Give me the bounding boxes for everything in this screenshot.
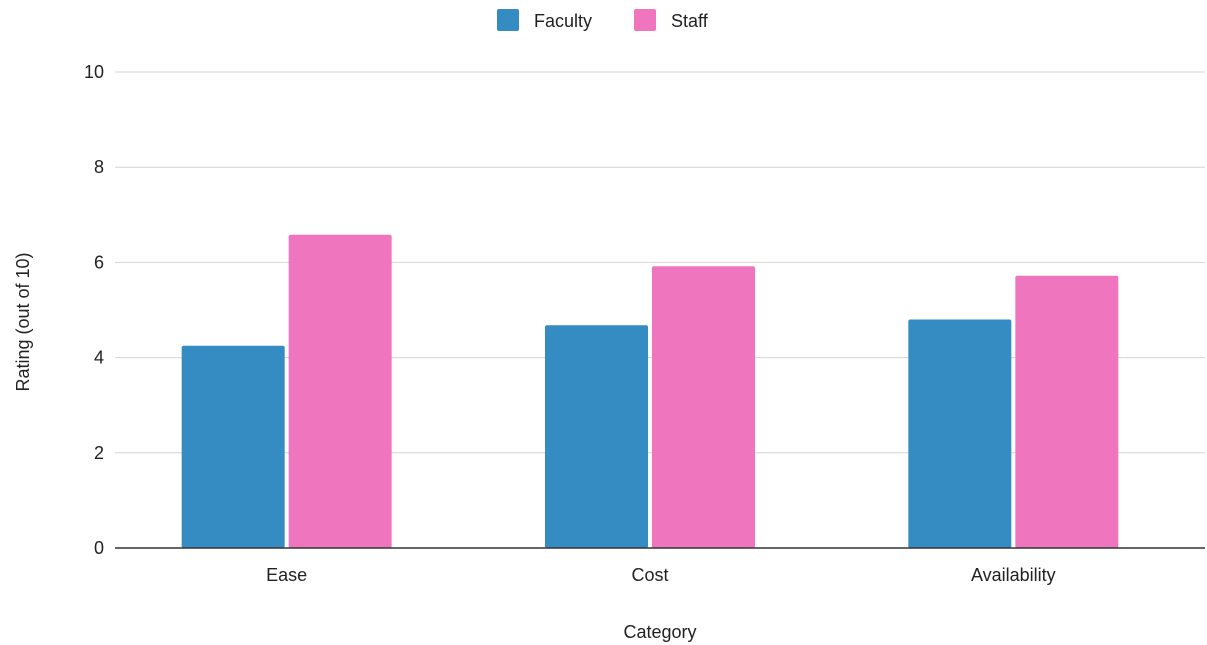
x-category-label: Availability	[971, 565, 1056, 585]
x-category-label: Ease	[266, 565, 307, 585]
y-tick-label: 10	[84, 62, 104, 82]
bar-faculty-ease	[181, 345, 285, 548]
y-tick-labels: 0 2 4 6 8 10	[84, 62, 104, 558]
legend-label-faculty: Faculty	[534, 11, 592, 31]
x-axis-title: Category	[623, 622, 696, 642]
bar-staff-cost	[652, 266, 755, 548]
bars	[181, 234, 1119, 549]
y-axis-title: Rating (out of 10)	[13, 252, 33, 391]
x-category-label: Cost	[631, 565, 668, 585]
legend-swatch-faculty	[497, 9, 519, 31]
legend: Faculty Staff	[497, 9, 709, 31]
y-tick-label: 8	[94, 157, 104, 177]
legend-swatch-staff	[634, 9, 656, 31]
bar-staff-availability	[1015, 275, 1119, 548]
y-tick-label: 2	[94, 443, 104, 463]
bar-staff-ease	[288, 234, 392, 549]
y-tick-label: 0	[94, 538, 104, 558]
legend-label-staff: Staff	[671, 11, 709, 31]
bar-faculty-cost	[545, 325, 648, 548]
x-category-labels: Ease Cost Availability	[266, 565, 1056, 585]
y-tick-label: 6	[94, 252, 104, 272]
bar-faculty-availability	[908, 319, 1012, 548]
y-tick-label: 4	[94, 348, 104, 368]
